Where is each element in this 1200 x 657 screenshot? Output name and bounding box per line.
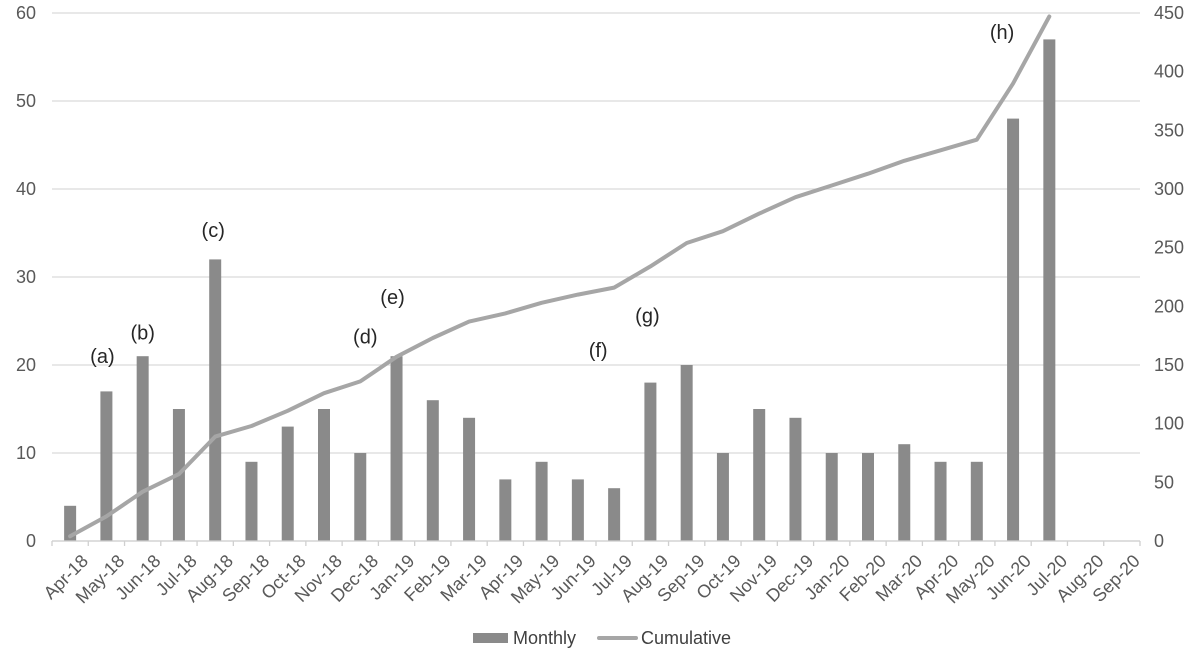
- left-axis-tick-label: 0: [26, 531, 36, 551]
- right-axis-tick-label: 0: [1154, 531, 1164, 551]
- monthly-bar: [463, 417, 476, 541]
- left-axis-tick-label: 10: [16, 443, 36, 463]
- annotation-label: (b): [130, 322, 154, 344]
- annotation-label: (d): [353, 327, 377, 349]
- annotation-label: (e): [380, 287, 404, 309]
- x-axis-labels: Apr-18May-18Jun-18Jul-18Aug-18Sep-18Oct-…: [40, 551, 1144, 608]
- monthly-bar: [608, 488, 621, 541]
- monthly-bar: [934, 461, 947, 541]
- monthly-bar: [1043, 39, 1056, 542]
- monthly-bar: [680, 365, 693, 541]
- monthly-bar: [390, 356, 403, 541]
- legend-monthly-swatch: [473, 633, 508, 643]
- legend-monthly-label: Monthly: [513, 628, 576, 648]
- left-axis-tick-label: 50: [16, 91, 36, 111]
- cumulative-line: [68, 14, 1052, 539]
- monthly-bar: [499, 479, 512, 541]
- right-axis-tick-label: 150: [1154, 355, 1184, 375]
- gridlines: [52, 12, 1140, 542]
- left-axis-tick-label: 60: [16, 3, 36, 23]
- right-axis-tick-label: 300: [1154, 179, 1184, 199]
- annotation-label: (a): [90, 346, 114, 368]
- right-axis-tick-label: 400: [1154, 62, 1184, 82]
- monthly-bar: [716, 453, 729, 541]
- right-axis-tick-label: 450: [1154, 3, 1184, 23]
- legend: Monthly Cumulative: [473, 628, 731, 648]
- monthly-bar: [970, 461, 983, 541]
- left-axis-tick-label: 40: [16, 179, 36, 199]
- left-axis-tick-label: 20: [16, 355, 36, 375]
- left-axis-labels: 0 10 20 30 40 50 60: [16, 3, 36, 551]
- monthly-bar: [571, 479, 584, 541]
- annotations: (a) (b) (c) (d)(e) (f) (g) (h): [90, 22, 1014, 368]
- monthly-bar: [1007, 118, 1020, 541]
- monthly-bar: [426, 400, 439, 541]
- cumulative-line-series: [68, 14, 1052, 539]
- right-axis-tick-label: 100: [1154, 414, 1184, 434]
- monthly-bar: [64, 505, 77, 541]
- annotation-label: (f): [589, 340, 608, 362]
- monthly-bar: [753, 409, 766, 541]
- monthly-bar: [281, 426, 294, 541]
- right-axis-tick-label: 250: [1154, 238, 1184, 258]
- monthly-bar: [318, 409, 330, 541]
- right-axis-tick-label: 200: [1154, 296, 1184, 316]
- annotation-label: (g): [635, 306, 659, 328]
- annotation-label: (c): [202, 220, 225, 242]
- monthly-bar: [862, 453, 874, 541]
- monthly-bar: [245, 461, 258, 541]
- monthly-bar: [354, 453, 367, 541]
- monthly-bar: [898, 444, 911, 541]
- annotation-label: (h): [990, 22, 1014, 44]
- x-axis: [51, 540, 1141, 546]
- monthly-bar: [100, 391, 113, 541]
- monthly-bar: [825, 453, 838, 541]
- monthly-bar-series: [64, 39, 1056, 542]
- legend-cumulative-label: Cumulative: [641, 628, 731, 648]
- left-axis-tick-label: 30: [16, 267, 36, 287]
- right-axis-tick-label: 350: [1154, 120, 1184, 140]
- monthly-bar: [209, 259, 222, 541]
- monthly-bar: [789, 417, 802, 541]
- right-axis-labels: 0 50 100 150 200 250 300 350 400 450: [1154, 3, 1184, 551]
- monthly-bar: [535, 461, 548, 541]
- monthly-bar: [644, 382, 657, 541]
- right-axis-tick-label: 50: [1154, 472, 1174, 492]
- monthly-bar: [136, 356, 149, 541]
